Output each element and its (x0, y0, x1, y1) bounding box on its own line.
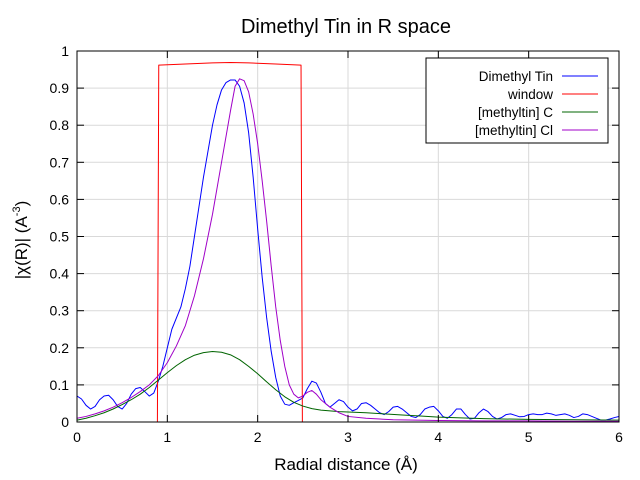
legend-label: Dimethyl Tin (479, 69, 553, 84)
series-layer (77, 62, 619, 422)
legend-label: [methyltin] Cl (475, 123, 553, 138)
y-tick-label: 0.1 (50, 377, 70, 393)
legend: Dimethyl Tin window [methyltin] C [methylti… (425, 57, 609, 144)
x-tick-label: 6 (615, 429, 623, 445)
y-tick-label: 0.4 (50, 266, 70, 282)
y-axis-label-sup: -3 (11, 206, 23, 216)
legend-label: window (507, 87, 553, 102)
y-axis-label: |χ(R)| (A-3) (11, 201, 31, 280)
chart-title: Dimethyl Tin in R space (241, 16, 451, 38)
x-tick-label: 3 (344, 429, 352, 445)
series-line (77, 78, 619, 422)
x-tick-label: 4 (434, 429, 442, 445)
x-tick-label: 1 (163, 429, 171, 445)
y-tick-label: 0.3 (50, 303, 70, 319)
series-line (77, 351, 619, 421)
grid (77, 51, 619, 422)
series-line (77, 79, 619, 421)
y-axis-label-main: |χ(R)| (A (12, 216, 31, 280)
x-tick-label: 0 (73, 429, 81, 445)
x-tick-label: 5 (525, 429, 533, 445)
x-axis-label: Radial distance (Å) (274, 455, 418, 474)
y-tick-label: 0.7 (50, 154, 70, 170)
y-tick-label: 0.6 (50, 191, 70, 207)
legend-label: [methyltin] C (478, 105, 553, 120)
y-tick-label: 0.9 (50, 80, 70, 96)
tick-labels: 0 1 2 3 4 5 6 0 0.1 0.2 0.3 0.4 0.5 0.6 0.7 0.8 0.9 1 (50, 43, 624, 445)
y-axis-label-close: ) (12, 201, 31, 207)
y-tick-label: 0.8 (50, 117, 70, 133)
ticks (76, 50, 620, 423)
y-tick-label: 0.5 (50, 229, 70, 245)
series-line (77, 62, 619, 422)
y-tick-label: 0.2 (50, 340, 70, 356)
x-tick-label: 2 (254, 429, 262, 445)
y-tick-label: 0 (61, 414, 69, 430)
legend-box (425, 57, 609, 144)
y-tick-label: 1 (61, 43, 69, 59)
